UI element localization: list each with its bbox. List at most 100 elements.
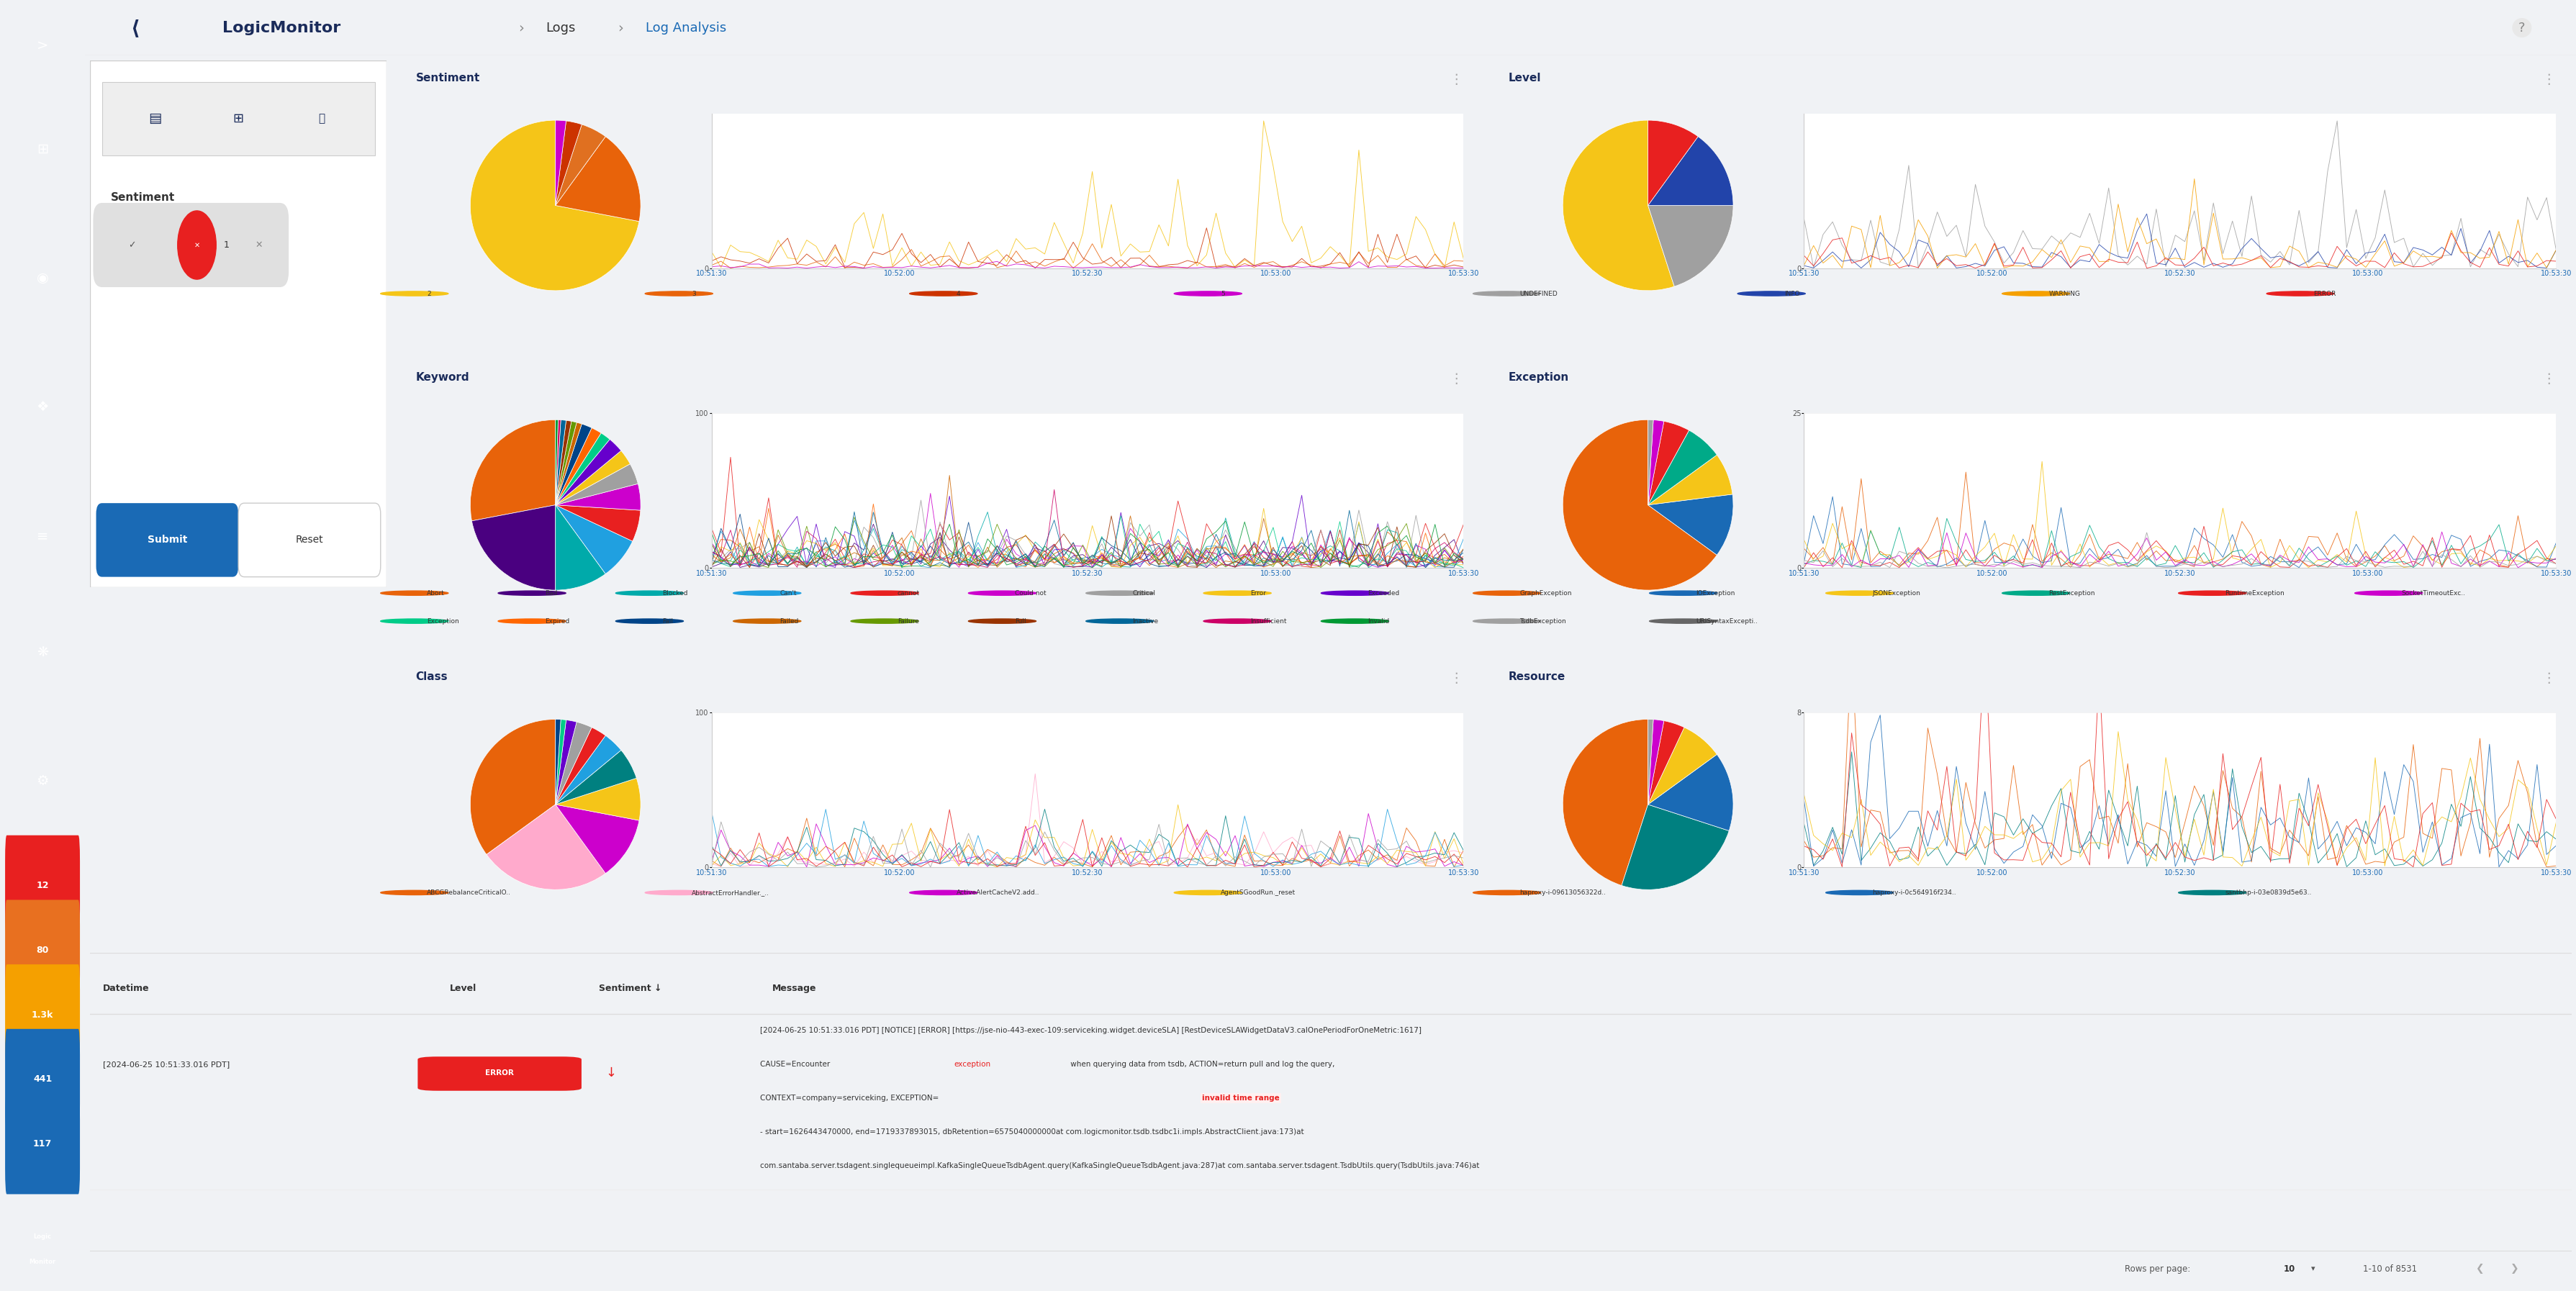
- Text: 1.3k: 1.3k: [31, 1010, 54, 1020]
- Wedge shape: [556, 720, 577, 804]
- FancyBboxPatch shape: [93, 203, 289, 287]
- Circle shape: [1736, 292, 1806, 296]
- Wedge shape: [556, 736, 621, 804]
- Circle shape: [1321, 591, 1388, 595]
- Text: Logic: Logic: [33, 1233, 52, 1239]
- Circle shape: [381, 891, 448, 895]
- Wedge shape: [556, 722, 592, 804]
- Text: ⋮: ⋮: [1448, 372, 1463, 386]
- Wedge shape: [556, 484, 641, 510]
- Text: Reset: Reset: [296, 534, 322, 545]
- Text: 4: 4: [956, 290, 961, 297]
- Text: Error: Error: [1249, 590, 1265, 596]
- Text: Sentiment ↓: Sentiment ↓: [598, 984, 662, 993]
- Wedge shape: [469, 120, 639, 290]
- Wedge shape: [556, 422, 582, 505]
- Wedge shape: [1649, 454, 1731, 505]
- Text: Resource: Resource: [1507, 671, 1564, 683]
- Circle shape: [969, 591, 1036, 595]
- Wedge shape: [556, 421, 572, 505]
- FancyBboxPatch shape: [5, 835, 80, 936]
- Wedge shape: [556, 421, 577, 505]
- Text: Blocked: Blocked: [662, 590, 688, 596]
- Circle shape: [1175, 292, 1242, 296]
- Text: Sentiment: Sentiment: [415, 72, 479, 84]
- Text: com.santaba.server.tsdagent.singlequeueimpl.KafkaSingleQueueTsdbAgent.query(Kafk: com.santaba.server.tsdagent.singlequeuei…: [760, 1162, 1479, 1170]
- Text: AbstractErrorHandler._..: AbstractErrorHandler._..: [690, 889, 770, 896]
- Wedge shape: [1649, 430, 1716, 505]
- Wedge shape: [1649, 137, 1734, 205]
- Text: Rows per page:: Rows per page:: [2125, 1264, 2190, 1274]
- Text: ⋮: ⋮: [2540, 671, 2555, 686]
- Wedge shape: [556, 439, 621, 505]
- FancyBboxPatch shape: [237, 503, 381, 577]
- Circle shape: [2354, 591, 2421, 595]
- Wedge shape: [556, 120, 567, 205]
- Text: RestException: RestException: [2048, 590, 2094, 596]
- Text: 12: 12: [36, 880, 49, 891]
- Text: 10: 10: [2282, 1264, 2295, 1274]
- Text: LogicMonitor: LogicMonitor: [222, 21, 340, 35]
- Wedge shape: [556, 432, 611, 505]
- Text: [2024-06-25 10:51:33.016 PDT]: [2024-06-25 10:51:33.016 PDT]: [103, 1061, 229, 1068]
- Text: JSONException: JSONException: [1873, 590, 1919, 596]
- Circle shape: [616, 618, 683, 624]
- Circle shape: [1084, 618, 1154, 624]
- Wedge shape: [1649, 720, 1685, 804]
- Circle shape: [381, 292, 448, 296]
- Text: ✕: ✕: [193, 241, 201, 249]
- Circle shape: [1473, 292, 1540, 296]
- Wedge shape: [1649, 420, 1654, 505]
- Circle shape: [1203, 618, 1270, 624]
- Circle shape: [2002, 292, 2069, 296]
- Text: GraphException: GraphException: [1520, 590, 1571, 596]
- Circle shape: [381, 591, 448, 595]
- Text: TsdbException: TsdbException: [1520, 618, 1566, 625]
- Text: 80: 80: [36, 945, 49, 955]
- Text: Datetime: Datetime: [103, 984, 149, 993]
- Text: ≡: ≡: [36, 529, 49, 544]
- Text: Insufficient: Insufficient: [1249, 618, 1285, 625]
- Text: Critical: Critical: [1133, 590, 1154, 596]
- Text: INFO: INFO: [1783, 290, 1798, 297]
- Wedge shape: [556, 420, 559, 505]
- Text: 🔗: 🔗: [317, 114, 325, 124]
- Wedge shape: [556, 463, 639, 505]
- Text: Level: Level: [451, 984, 477, 993]
- Text: IOException: IOException: [1695, 590, 1734, 596]
- Text: Exceeded: Exceeded: [1368, 590, 1399, 596]
- Text: haproxy-i-09613056322d..: haproxy-i-09613056322d..: [1520, 889, 1605, 896]
- Text: 117: 117: [33, 1139, 52, 1149]
- Text: invalid time range: invalid time range: [1200, 1095, 1280, 1103]
- Circle shape: [734, 618, 801, 624]
- Circle shape: [1473, 591, 1540, 595]
- Text: CONTEXT=company=serviceking, EXCEPTION=: CONTEXT=company=serviceking, EXCEPTION=: [760, 1095, 938, 1103]
- Circle shape: [616, 591, 683, 595]
- Text: Submit: Submit: [147, 534, 188, 545]
- Text: 3: 3: [690, 290, 696, 297]
- Text: SocketTimeoutExc..: SocketTimeoutExc..: [2401, 590, 2465, 596]
- Wedge shape: [556, 420, 567, 505]
- Circle shape: [2177, 891, 2246, 895]
- FancyBboxPatch shape: [417, 1056, 582, 1091]
- Text: ◉: ◉: [36, 271, 49, 285]
- Text: Message: Message: [773, 984, 817, 993]
- Circle shape: [734, 591, 801, 595]
- Text: ?: ?: [2517, 21, 2524, 35]
- Circle shape: [178, 210, 216, 279]
- Circle shape: [850, 591, 917, 595]
- FancyBboxPatch shape: [5, 1093, 80, 1194]
- Wedge shape: [1649, 205, 1734, 287]
- Text: 5: 5: [1221, 290, 1224, 297]
- Wedge shape: [1649, 421, 1687, 505]
- Text: ActiveAlertCacheV2.add..: ActiveAlertCacheV2.add..: [956, 889, 1038, 896]
- Text: Expired: Expired: [544, 618, 569, 625]
- Text: ⋮: ⋮: [1448, 671, 1463, 686]
- Text: [2024-06-25 10:51:33.016 PDT] [NOTICE] [ERROR] [https://jse-nio-443-exec-109:ser: [2024-06-25 10:51:33.016 PDT] [NOTICE] […: [760, 1028, 1422, 1034]
- Circle shape: [1649, 591, 1716, 595]
- Text: Inactive: Inactive: [1133, 618, 1159, 625]
- Wedge shape: [1561, 120, 1674, 290]
- Circle shape: [909, 891, 976, 895]
- Text: Could not: Could not: [1015, 590, 1046, 596]
- Text: Invalid: Invalid: [1368, 618, 1388, 625]
